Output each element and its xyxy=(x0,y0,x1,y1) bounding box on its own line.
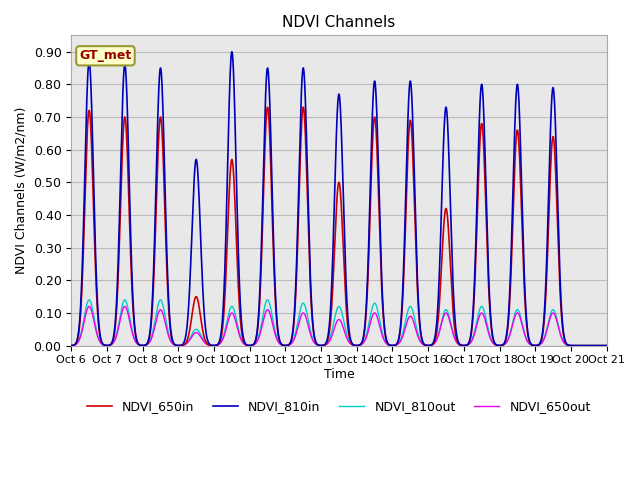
NDVI_650in xyxy=(129,294,136,300)
NDVI_650out xyxy=(67,343,75,348)
NDVI_650in xyxy=(273,319,280,324)
NDVI_650in xyxy=(534,342,542,348)
NDVI_810in xyxy=(228,49,236,55)
NDVI_810out xyxy=(296,309,304,314)
NDVI_810out xyxy=(161,308,168,314)
NDVI_650in xyxy=(160,182,168,188)
NDVI_810in xyxy=(534,342,542,348)
NDVI_810in xyxy=(593,343,600,348)
NDVI_650in xyxy=(296,166,304,172)
X-axis label: Time: Time xyxy=(324,368,355,381)
Title: NDVI Channels: NDVI Channels xyxy=(282,15,396,30)
NDVI_650in xyxy=(264,104,271,110)
NDVI_650out xyxy=(161,316,168,322)
Text: GT_met: GT_met xyxy=(79,49,132,62)
NDVI_810in xyxy=(603,343,611,348)
NDVI_810out xyxy=(603,343,611,348)
NDVI_810out xyxy=(593,343,600,348)
NDVI_650in xyxy=(67,343,75,348)
Legend: NDVI_650in, NDVI_810in, NDVI_810out, NDVI_650out: NDVI_650in, NDVI_810in, NDVI_810out, NDV… xyxy=(82,396,596,418)
NDVI_650out xyxy=(129,331,136,336)
NDVI_650out xyxy=(603,343,611,348)
NDVI_810in xyxy=(67,343,75,348)
NDVI_810in xyxy=(296,137,304,143)
NDVI_650out xyxy=(296,316,304,322)
NDVI_810in xyxy=(160,148,168,154)
NDVI_650out xyxy=(273,336,280,342)
NDVI_810out xyxy=(534,342,542,348)
NDVI_650out xyxy=(593,343,600,348)
NDVI_810in xyxy=(129,283,136,288)
Line: NDVI_810out: NDVI_810out xyxy=(71,300,607,346)
Line: NDVI_650out: NDVI_650out xyxy=(71,306,607,346)
NDVI_650in xyxy=(603,343,611,348)
Line: NDVI_650in: NDVI_650in xyxy=(71,107,607,346)
NDVI_650in xyxy=(593,343,600,348)
NDVI_650out xyxy=(85,303,93,309)
NDVI_810out xyxy=(85,297,93,303)
NDVI_810in xyxy=(273,315,280,321)
NDVI_810out xyxy=(273,334,280,340)
NDVI_810out xyxy=(67,343,75,348)
Line: NDVI_810in: NDVI_810in xyxy=(71,52,607,346)
Y-axis label: NDVI Channels (W/m2/nm): NDVI Channels (W/m2/nm) xyxy=(15,107,28,274)
NDVI_650out xyxy=(534,342,542,348)
NDVI_810out xyxy=(129,329,136,335)
